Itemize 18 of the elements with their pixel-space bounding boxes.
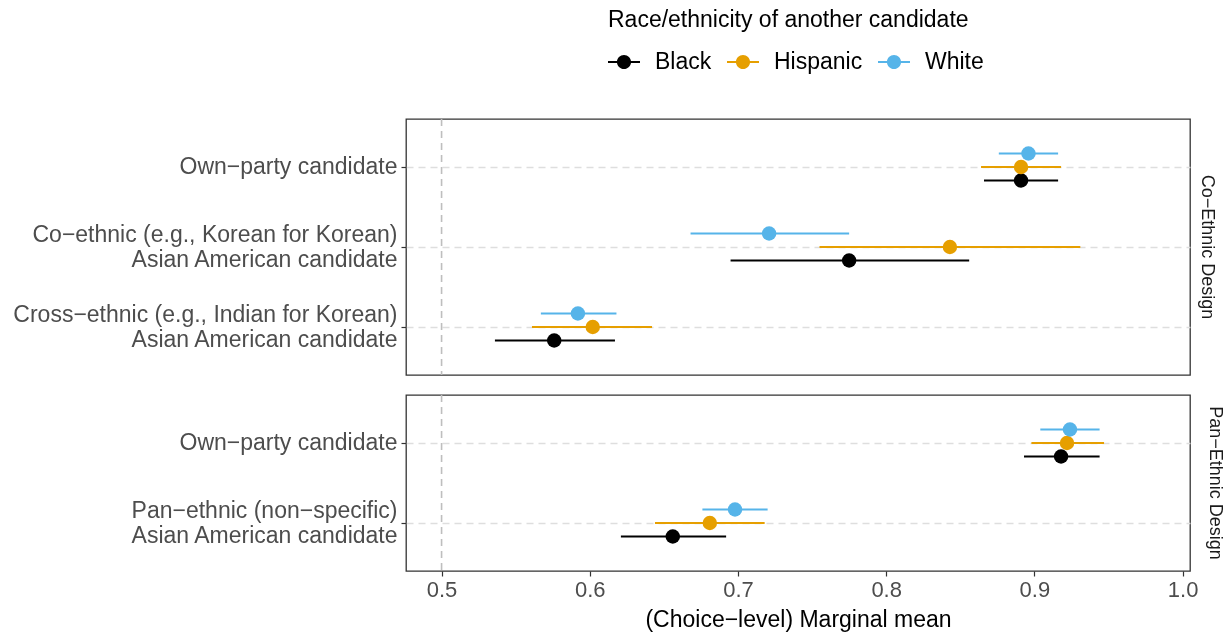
x-tick-label: 0.8 xyxy=(871,576,902,602)
y-tick-label: Cross−ethnic (e.g., Indian for Korean) Asian American candidate xyxy=(13,300,398,352)
x-axis-title: (Choice−level) Marginal mean xyxy=(645,605,952,632)
x-tick-label: 0.7 xyxy=(723,576,754,602)
x-tick-label: 0.9 xyxy=(1019,576,1051,602)
legend-label: White xyxy=(925,48,984,74)
legend-label: Black xyxy=(655,48,712,74)
legend-label: Hispanic xyxy=(774,48,863,74)
y-tick-label: Pan−ethnic (non−specific) Asian American candidate xyxy=(131,496,398,548)
x-tick-label: 1.0 xyxy=(1167,576,1199,602)
x-tick-label: 0.6 xyxy=(574,576,606,602)
y-tick-label: Co−ethnic (e.g., Korean for Korean) Asian American candidate xyxy=(32,220,398,272)
text: Co−Ethnic Design xyxy=(1198,174,1218,320)
text: Pan−Ethnic Design xyxy=(1205,406,1225,560)
y-tick-label: Own−party candidate xyxy=(179,153,398,179)
x-tick-label: 0.5 xyxy=(426,576,458,602)
y-tick-label: Own−party candidate xyxy=(179,429,398,455)
legend-title: Race/ethnicity of another candidate xyxy=(608,6,969,32)
